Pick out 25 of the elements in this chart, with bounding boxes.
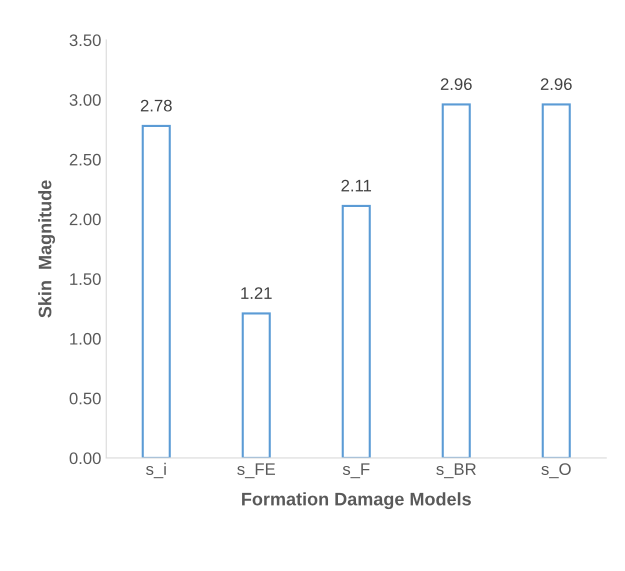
bar — [542, 103, 571, 458]
y-tick-label: 0.50 — [70, 392, 101, 404]
data-label: 2.78 — [140, 100, 172, 112]
bar — [342, 204, 371, 458]
x-tick-label: s_O — [541, 463, 571, 478]
x-tick-label: s_BR — [436, 463, 476, 478]
data-label: 2.96 — [440, 78, 472, 90]
x-axis-title: Formation Damage Models — [242, 492, 471, 510]
bar — [142, 124, 171, 458]
y-tick-label: 3.50 — [70, 34, 101, 46]
y-tick-label: 2.00 — [70, 214, 101, 226]
data-label: 1.21 — [241, 287, 272, 299]
y-tick-label: 0.00 — [70, 452, 101, 464]
data-label: 2.96 — [540, 78, 572, 90]
bar — [242, 312, 271, 458]
x-tick-label: s_FE — [237, 463, 275, 478]
x-tick-label: s_i — [146, 462, 166, 478]
bar — [442, 103, 471, 458]
data-label: 2.11 — [341, 180, 372, 192]
y-axis-title: Skin Magnitude — [38, 180, 56, 318]
x-tick-label: s_F — [342, 463, 370, 478]
y-tick-label: 3.00 — [70, 94, 101, 106]
y-tick-label: 1.00 — [70, 332, 101, 345]
y-tick-label: 1.50 — [70, 273, 101, 286]
y-tick-label: 2.50 — [70, 154, 101, 166]
